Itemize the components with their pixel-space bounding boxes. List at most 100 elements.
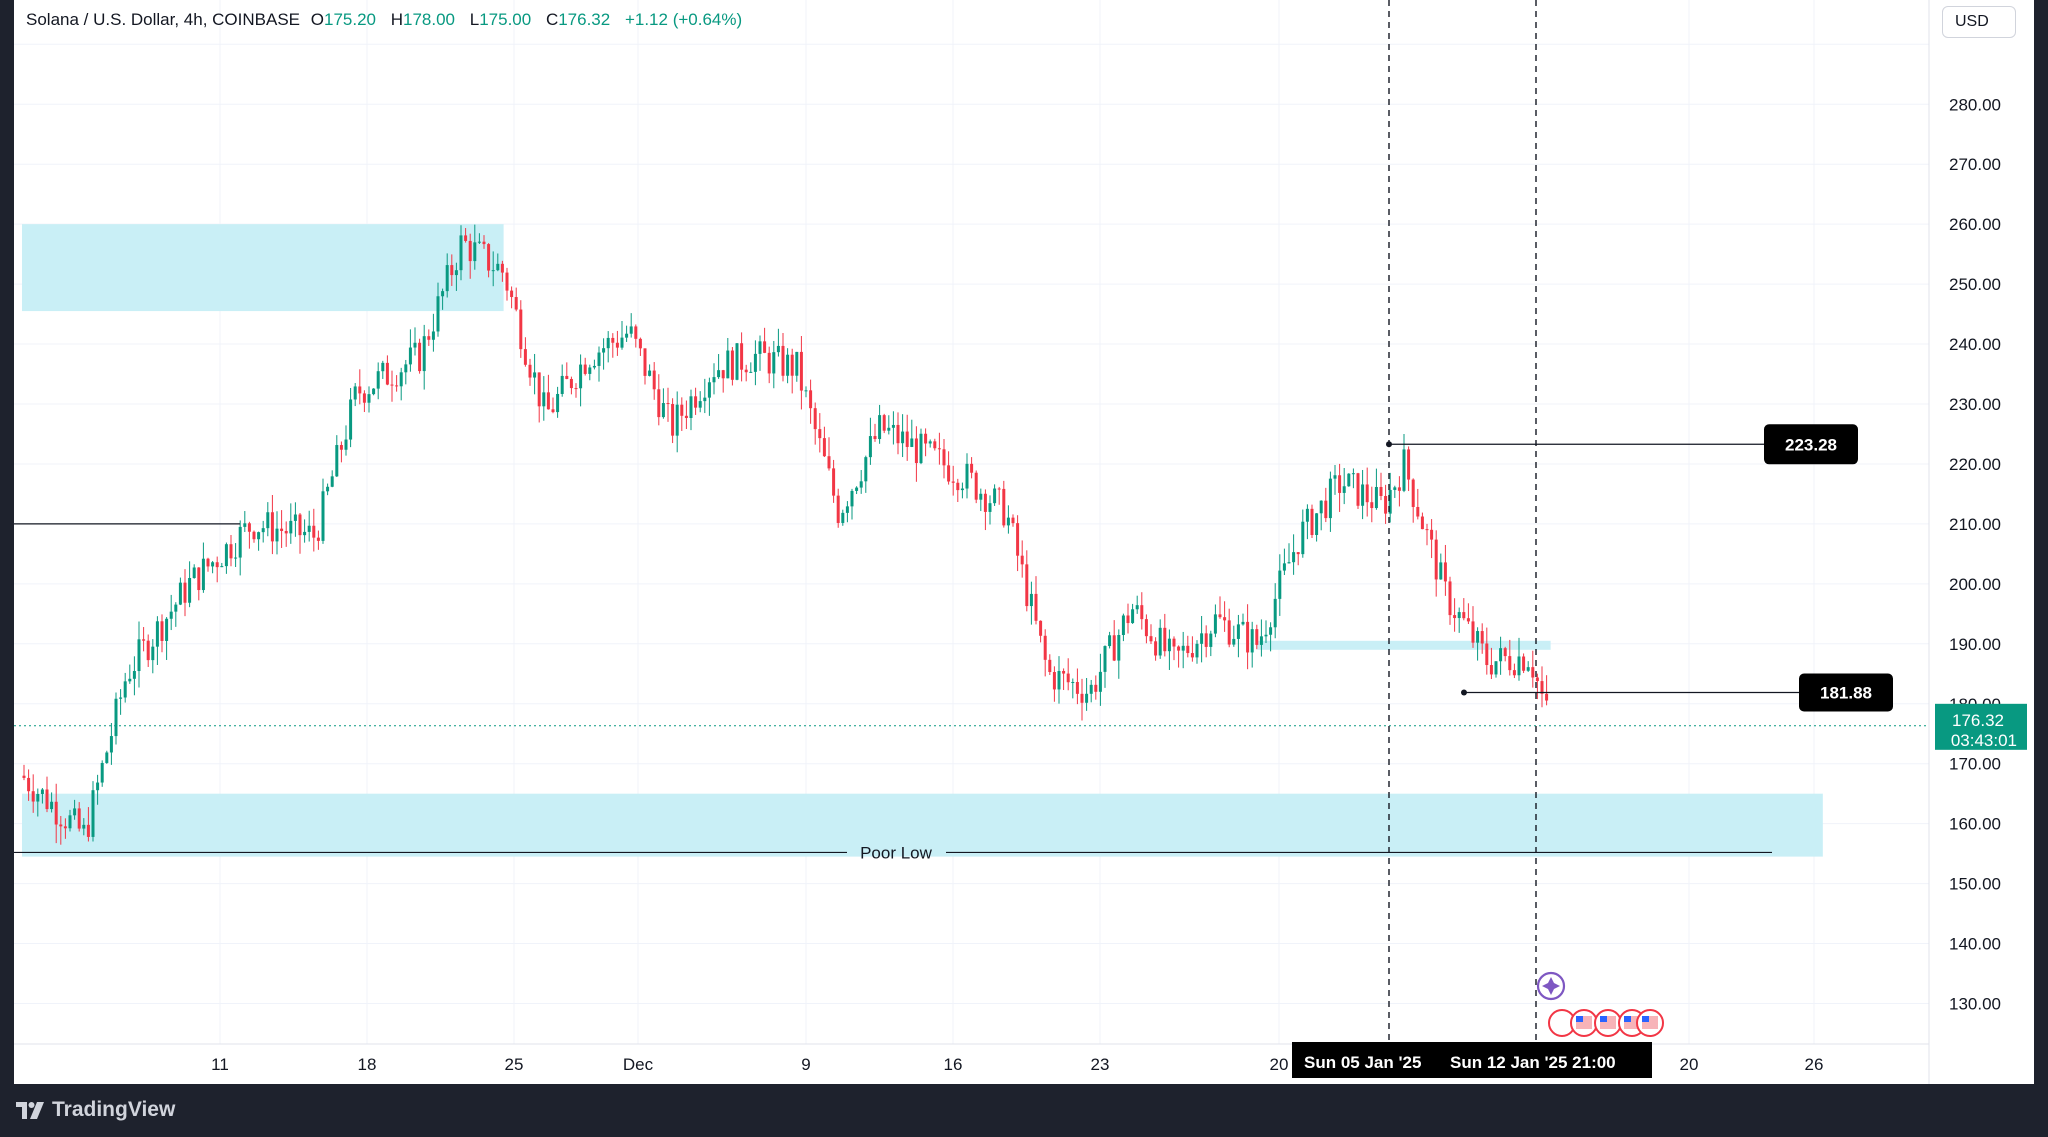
candle-body xyxy=(1006,517,1010,526)
low-value: 175.00 xyxy=(479,10,532,29)
candle-body xyxy=(1172,638,1176,647)
candle-body xyxy=(408,347,412,365)
candle-body xyxy=(583,364,587,374)
currency-label: USD xyxy=(1955,13,1989,30)
candle-body xyxy=(1328,478,1332,519)
candle-body xyxy=(1154,641,1158,656)
candle-body xyxy=(137,639,141,672)
candle-body xyxy=(781,345,785,376)
y-tick-label: 270.00 xyxy=(1949,155,2001,174)
level-tag-high xyxy=(1764,424,1858,465)
candle-body xyxy=(565,375,569,379)
candle-body xyxy=(827,456,831,469)
candle-body xyxy=(1269,627,1273,635)
candle-body xyxy=(1112,635,1116,661)
chart-area[interactable]: Poor Low 223.28 181.88 130.00 140.00 150.00 16… xyxy=(14,0,2034,1084)
candle-body xyxy=(1094,684,1098,692)
candle-body xyxy=(1085,693,1089,703)
x-tick-label: 25 xyxy=(505,1055,524,1074)
candle-body xyxy=(574,388,578,390)
candle-body xyxy=(73,808,77,816)
candle-body xyxy=(487,244,491,271)
candle-body xyxy=(358,386,362,394)
candle-body xyxy=(813,408,817,430)
candle-body xyxy=(1342,486,1346,493)
close-label: C xyxy=(545,10,559,29)
candle-body xyxy=(385,362,389,385)
currency-selector[interactable]: USD xyxy=(1942,6,2016,38)
candle-body xyxy=(942,449,946,466)
candle-body xyxy=(795,351,799,376)
candle-body xyxy=(1039,620,1043,636)
candle-body xyxy=(50,801,54,810)
candle-body xyxy=(726,350,730,379)
candle-body xyxy=(1319,500,1323,514)
candle-body xyxy=(215,562,219,568)
candle-body xyxy=(556,393,560,413)
tradingview-logo[interactable]: TradingView xyxy=(16,1098,175,1122)
candle-body xyxy=(1140,605,1144,620)
price-chart[interactable]: Poor Low 223.28 181.88 130.00 140.00 150.00 16… xyxy=(14,0,2034,1084)
candle-body xyxy=(491,270,495,272)
candle-body xyxy=(698,401,702,408)
candle-body xyxy=(855,487,859,491)
candle-body xyxy=(735,343,739,380)
candle-body xyxy=(59,824,63,827)
candle-body xyxy=(482,241,486,245)
candle-body xyxy=(1264,634,1268,637)
candle-body xyxy=(1370,502,1374,509)
candle-body xyxy=(36,793,40,802)
candle-body xyxy=(1457,612,1461,619)
candle-body xyxy=(1016,523,1020,556)
candle-body xyxy=(1489,665,1493,675)
candle-body xyxy=(625,333,629,338)
candle-body xyxy=(413,342,417,348)
candle-body xyxy=(146,640,150,661)
candle-body xyxy=(1526,667,1530,671)
tradingview-logo-icon xyxy=(16,1102,44,1119)
candle-body xyxy=(266,512,270,529)
y-tick-label: 170.00 xyxy=(1949,755,2001,774)
candle-body xyxy=(1522,656,1526,671)
candle-body xyxy=(280,528,284,531)
candle-body xyxy=(993,488,997,504)
candle-body xyxy=(845,506,849,513)
candle-body xyxy=(1480,631,1484,644)
candle-body xyxy=(615,342,619,348)
candle-body xyxy=(592,365,596,368)
candle-body xyxy=(1466,618,1470,622)
symbol-title[interactable]: Solana / U.S. Dollar, 4h, COINBASE xyxy=(26,10,301,29)
candle-body xyxy=(533,372,537,378)
poor-low-label: Poor Low xyxy=(860,843,933,862)
candle-body xyxy=(657,389,661,418)
candle-body xyxy=(1103,646,1107,672)
candle-body xyxy=(1241,621,1245,625)
last-price-value: 176.32 xyxy=(1952,711,2004,730)
candle-body xyxy=(799,351,803,391)
candle-body xyxy=(1439,562,1443,580)
candle-body xyxy=(956,482,960,491)
candle-body xyxy=(284,530,288,534)
candle-body xyxy=(1393,487,1397,490)
candle-body xyxy=(638,338,642,349)
candle-body xyxy=(1149,636,1153,642)
candle-body xyxy=(132,671,136,679)
candle-body xyxy=(257,532,261,540)
candle-body xyxy=(910,438,914,447)
candle-body xyxy=(1310,508,1314,536)
x-tick-label: 20 xyxy=(1680,1055,1699,1074)
level-tag-low xyxy=(1799,673,1893,712)
candle-body xyxy=(864,457,868,482)
candle-body xyxy=(427,336,431,340)
candle-body xyxy=(671,404,675,436)
candle-body xyxy=(882,415,886,431)
candle-body xyxy=(1135,605,1139,610)
candle-body xyxy=(298,514,302,536)
candle-body xyxy=(321,491,325,541)
y-tick-label: 220.00 xyxy=(1949,455,2001,474)
candle-body xyxy=(832,468,836,496)
candle-body xyxy=(1397,487,1401,491)
flag-canton xyxy=(1624,1016,1631,1022)
candle-body xyxy=(1333,475,1337,479)
candle-body xyxy=(316,537,320,541)
